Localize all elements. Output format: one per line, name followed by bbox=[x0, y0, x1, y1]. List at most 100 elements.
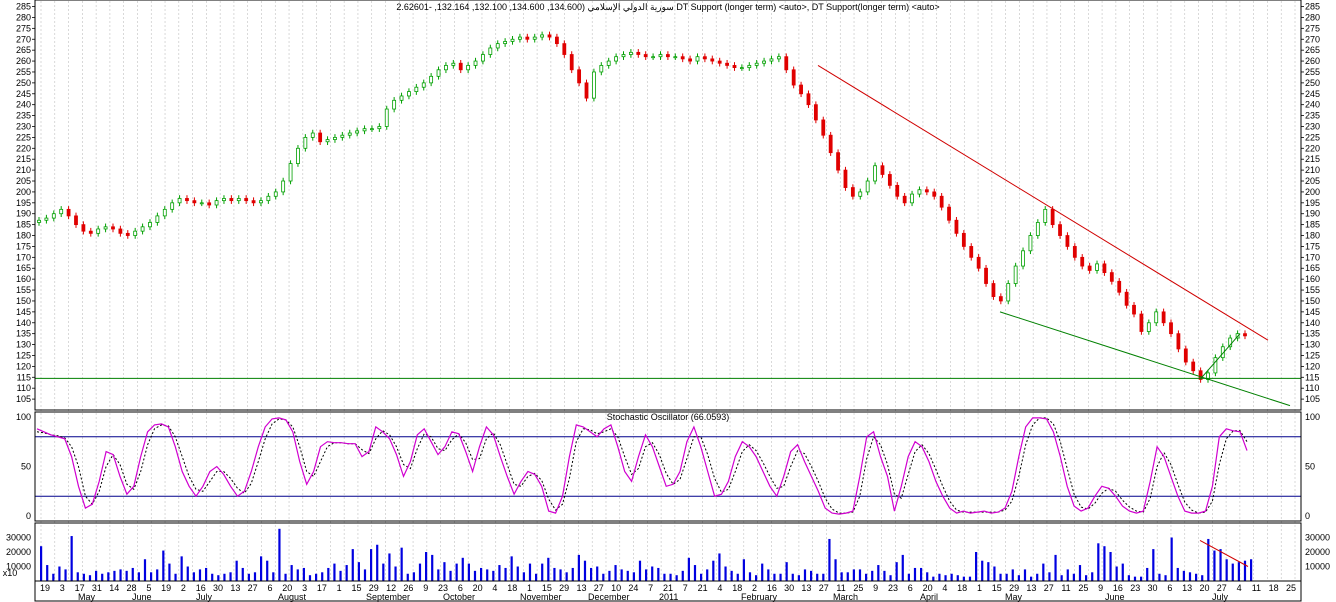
candle-body bbox=[725, 62, 729, 66]
candle-body bbox=[229, 198, 234, 202]
volume-bar bbox=[926, 572, 929, 581]
y-tick-label-left: 180 bbox=[16, 231, 31, 241]
x-day-label: 28 bbox=[127, 583, 137, 593]
candle-body bbox=[555, 36, 559, 45]
y-tick-label-left: 165 bbox=[16, 263, 31, 273]
volume-bar bbox=[40, 546, 43, 581]
x-day-label: 19 bbox=[40, 583, 50, 593]
volume-bar bbox=[938, 573, 941, 581]
y-tick-label-right: 225 bbox=[1305, 132, 1320, 142]
x-month-label: October bbox=[443, 592, 475, 602]
volume-bar bbox=[88, 575, 92, 581]
volume-bar bbox=[186, 566, 189, 581]
candle-body bbox=[1146, 322, 1151, 332]
candle-body bbox=[392, 99, 397, 110]
candle-body bbox=[518, 36, 522, 40]
y-tick-label-left: 255 bbox=[16, 67, 31, 77]
x-day-label: 2 bbox=[752, 583, 757, 593]
candle-body bbox=[961, 232, 966, 247]
stoch-tick-right: 50 bbox=[1305, 462, 1315, 472]
candle-body bbox=[532, 36, 537, 40]
x-day-label: 3 bbox=[60, 583, 65, 593]
candle-body bbox=[303, 136, 308, 149]
volume-bar bbox=[1017, 575, 1020, 581]
volume-bar bbox=[449, 570, 452, 581]
volume-bar bbox=[583, 560, 587, 581]
volume-bar bbox=[1115, 566, 1118, 581]
candle-body bbox=[318, 132, 323, 143]
volume-tick-right: 10000 bbox=[1305, 562, 1330, 572]
y-tick-label-right: 245 bbox=[1305, 89, 1320, 99]
candle-body bbox=[1154, 311, 1159, 324]
volume-bar bbox=[645, 569, 648, 581]
y-tick-label-left: 130 bbox=[16, 340, 31, 350]
candle-body bbox=[784, 56, 789, 71]
x-day-label: 16 bbox=[196, 583, 206, 593]
x-day-label: 4 bbox=[942, 583, 947, 593]
x-day-label: 27 bbox=[819, 583, 829, 593]
y-tick-label-right: 175 bbox=[1305, 241, 1320, 251]
volume-bar bbox=[82, 573, 85, 581]
volume-bar bbox=[693, 565, 697, 581]
stoch-tick-left: 50 bbox=[21, 462, 31, 472]
y-tick-label-left: 235 bbox=[16, 111, 31, 121]
x-day-label: 1 bbox=[337, 583, 342, 593]
y-tick-label-right: 255 bbox=[1305, 67, 1320, 77]
volume-bar bbox=[467, 563, 470, 581]
volume-bar bbox=[920, 567, 923, 581]
volume-bar bbox=[553, 567, 556, 581]
y-tick-label-right: 115 bbox=[1305, 372, 1319, 382]
candle-body bbox=[103, 226, 108, 230]
candle-body bbox=[569, 54, 574, 71]
volume-bar bbox=[742, 559, 745, 581]
x-day-label: 3 bbox=[302, 583, 307, 593]
candle-body bbox=[1028, 235, 1033, 252]
volume-bar bbox=[596, 566, 599, 581]
x-day-label: 9 bbox=[1098, 583, 1103, 593]
y-tick-label-left: 215 bbox=[16, 154, 31, 164]
volume-bar bbox=[253, 572, 257, 581]
candle-body bbox=[1095, 263, 1099, 271]
x-day-label: 15 bbox=[542, 583, 552, 593]
candle-body bbox=[370, 128, 374, 131]
volume-bar bbox=[406, 573, 409, 581]
x-day-label: 4 bbox=[1237, 583, 1242, 593]
volume-bar bbox=[266, 560, 269, 581]
volume-bar bbox=[113, 570, 116, 581]
candle-body bbox=[1050, 208, 1055, 226]
x-day-label: 20 bbox=[1199, 583, 1209, 593]
candle-body bbox=[577, 69, 582, 84]
y-tick-label-right: 150 bbox=[1305, 296, 1320, 306]
volume-bar bbox=[1042, 563, 1045, 581]
volume-bar bbox=[602, 573, 605, 581]
volume-bar bbox=[663, 573, 666, 581]
volume-bar bbox=[272, 572, 275, 581]
candle-body bbox=[281, 180, 286, 193]
volume-bar bbox=[730, 570, 733, 581]
candle-body bbox=[59, 208, 64, 215]
x-day-label: 25 bbox=[1078, 583, 1088, 593]
volume-bar bbox=[590, 567, 593, 581]
candle-body bbox=[451, 62, 456, 66]
candle-body bbox=[503, 41, 508, 45]
candle-body bbox=[236, 198, 241, 202]
volume-bar bbox=[767, 569, 770, 581]
candle-body bbox=[673, 56, 678, 59]
volume-bar bbox=[119, 569, 122, 581]
volume-bar bbox=[981, 560, 984, 581]
volume-bar bbox=[162, 550, 165, 581]
candle-body bbox=[710, 58, 715, 62]
volume-bar bbox=[510, 556, 513, 581]
candle-body bbox=[148, 222, 152, 228]
y-tick-label-right: 260 bbox=[1305, 56, 1320, 66]
candle-body bbox=[976, 256, 981, 269]
volume-bar bbox=[791, 573, 794, 581]
volume-bar bbox=[773, 573, 776, 581]
candle-body bbox=[88, 230, 93, 234]
volume-bar bbox=[516, 566, 519, 581]
volume-bar bbox=[382, 563, 385, 581]
volume-tick-right: 30000 bbox=[1305, 533, 1330, 543]
volume-bar bbox=[803, 569, 807, 581]
y-tick-label-left: 230 bbox=[16, 121, 31, 131]
